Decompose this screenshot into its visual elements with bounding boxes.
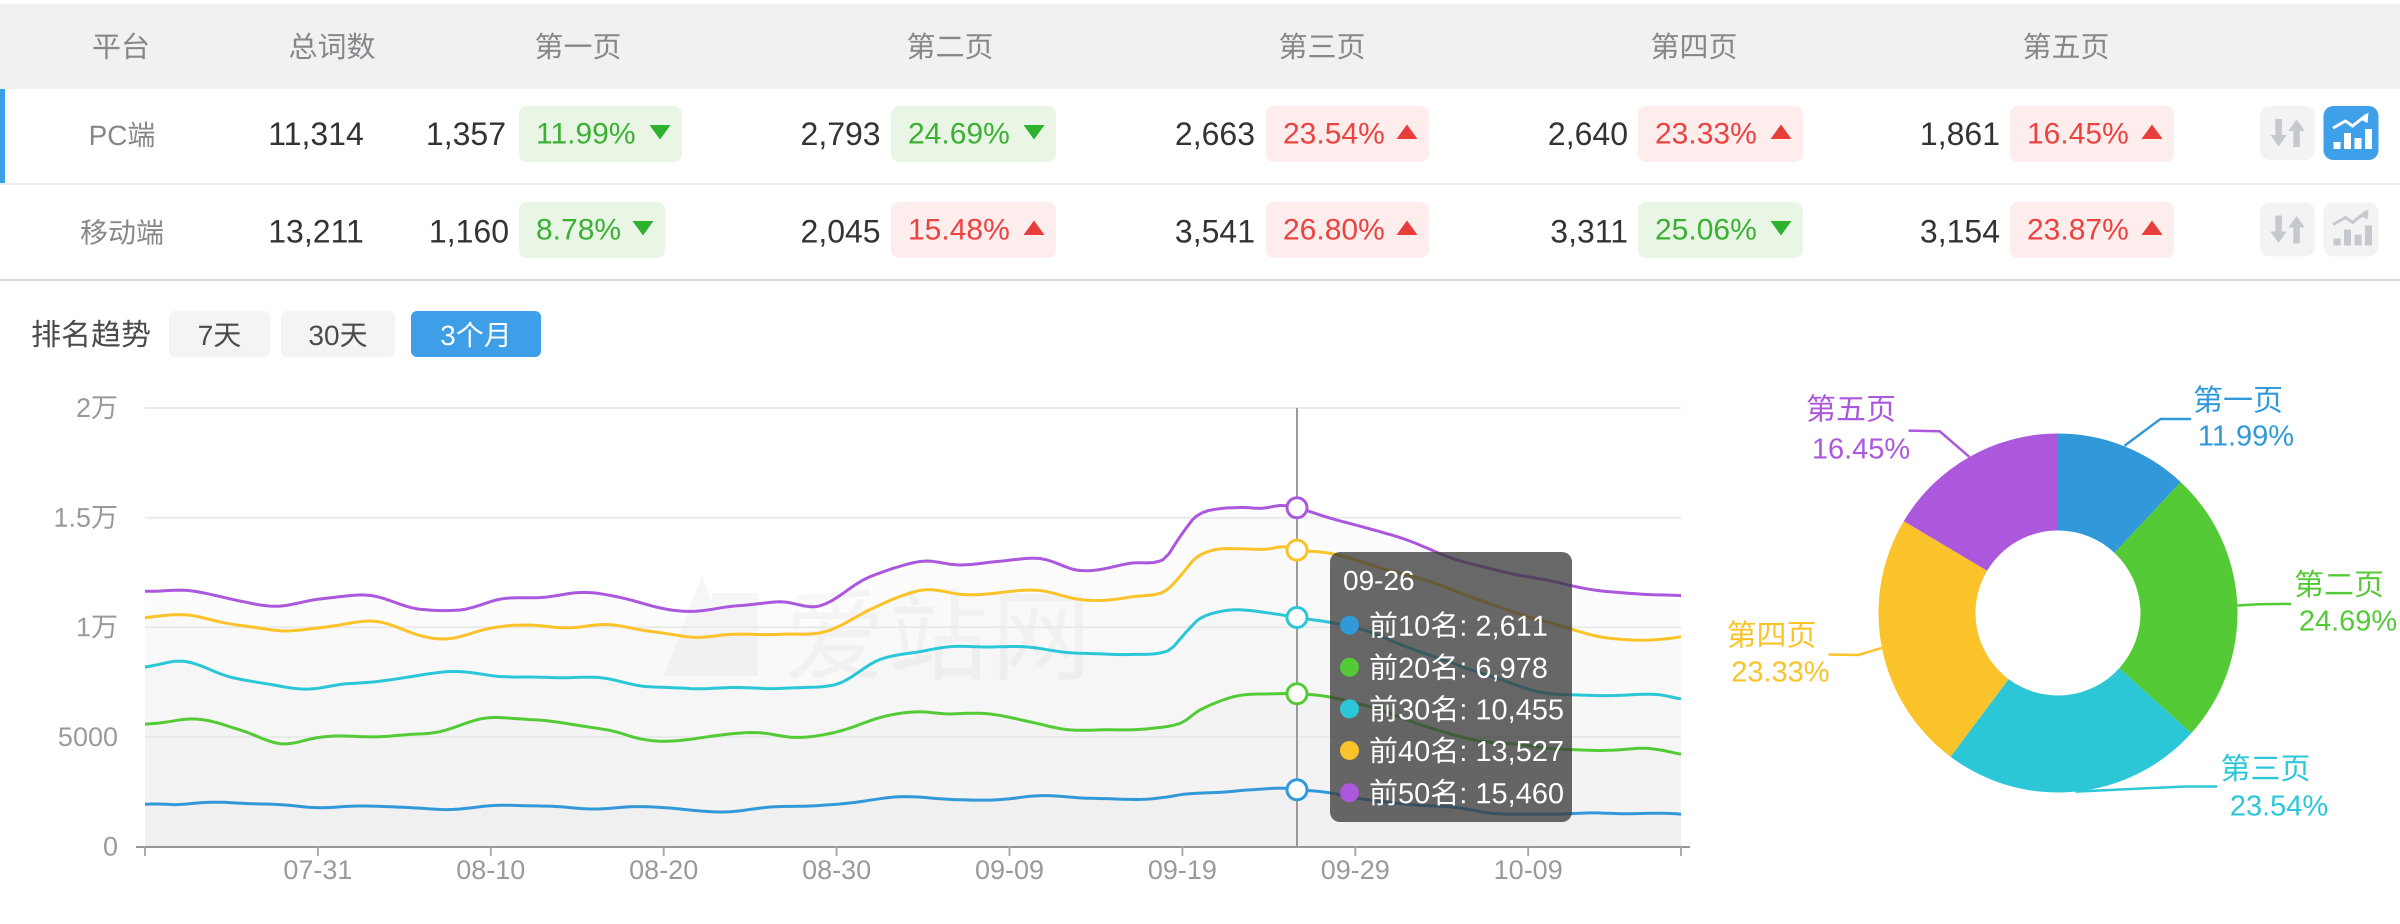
svg-text:5000: 5000 [58,722,118,752]
svg-text:11,314: 11,314 [268,116,364,152]
svg-text:08-20: 08-20 [629,855,698,885]
svg-text:8.78%: 8.78% [536,214,621,247]
svg-text:2,663: 2,663 [1175,116,1255,152]
svg-text:25.06%: 25.06% [1655,214,1757,247]
svg-text:2,793: 2,793 [801,116,881,152]
svg-text:1,357: 1,357 [426,116,506,152]
svg-text:23.54%: 23.54% [2230,791,2328,823]
svg-text:2,640: 2,640 [1548,116,1628,152]
svg-text:23.33%: 23.33% [1655,118,1757,151]
svg-text:15.48%: 15.48% [908,214,1010,247]
svg-text:3,154: 3,154 [1920,214,2000,250]
svg-text:16.45%: 16.45% [2027,118,2129,151]
svg-text:23.54%: 23.54% [1283,118,1385,151]
svg-text:09-29: 09-29 [1321,855,1390,885]
svg-text:11.99%: 11.99% [2198,421,2294,453]
svg-text:26.80%: 26.80% [1283,214,1385,247]
svg-text:08-10: 08-10 [456,855,525,885]
svg-text:08-30: 08-30 [802,855,871,885]
svg-text:23.33%: 23.33% [1731,657,1829,689]
svg-text:07-31: 07-31 [283,855,352,885]
svg-text:23.87%: 23.87% [2027,214,2129,247]
svg-text:09-09: 09-09 [975,855,1044,885]
svg-text:09-26: 09-26 [1343,565,1415,596]
svg-text:3,541: 3,541 [1175,214,1255,250]
svg-text:16.45%: 16.45% [1812,434,1910,466]
svg-text:24.69%: 24.69% [2299,606,2397,638]
svg-text:3,311: 3,311 [1550,214,1628,250]
svg-text:10-09: 10-09 [1494,855,1563,885]
svg-text:13,211: 13,211 [268,214,364,250]
svg-text:09-19: 09-19 [1148,855,1217,885]
svg-text:24.69%: 24.69% [908,118,1010,151]
svg-text:2,045: 2,045 [801,214,881,250]
svg-text:1,861: 1,861 [1920,116,2000,152]
svg-text:1,160: 1,160 [429,214,509,250]
svg-text:0: 0 [103,832,118,862]
svg-text:11.99%: 11.99% [536,118,636,151]
